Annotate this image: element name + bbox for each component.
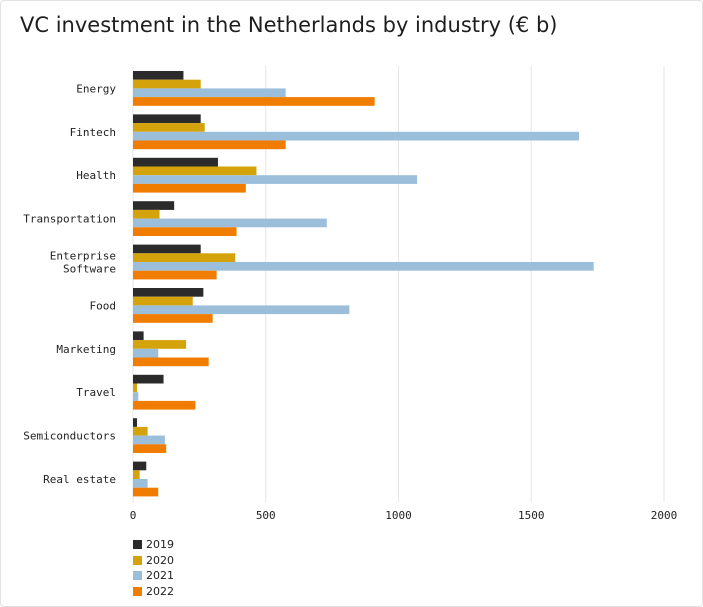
bar-2019 bbox=[133, 201, 175, 210]
bar-2019 bbox=[133, 331, 144, 341]
category-label: Enterprise Software bbox=[50, 250, 116, 276]
category-label: Marketing bbox=[56, 343, 116, 356]
bar-2019 bbox=[133, 244, 201, 254]
bar-2022 bbox=[133, 140, 286, 150]
legend-label: 2020 bbox=[146, 553, 174, 567]
bar-2020 bbox=[133, 166, 257, 176]
bar-2020 bbox=[133, 383, 137, 393]
bar-2021 bbox=[133, 175, 418, 184]
legend-label: 2021 bbox=[146, 569, 174, 583]
x-tick-labels: 0 500 1000 1500 2000 bbox=[130, 509, 678, 522]
x-tick-label: 1500 bbox=[518, 509, 545, 522]
bar-2022 bbox=[133, 97, 375, 106]
category-label: Semiconductors bbox=[23, 430, 116, 443]
bar-2019 bbox=[133, 418, 137, 427]
chart-title: VC investment in the Netherlands by indu… bbox=[20, 13, 558, 37]
bar-2019 bbox=[133, 374, 164, 384]
bar-2021 bbox=[133, 392, 139, 401]
category-label: Travel bbox=[76, 386, 116, 399]
bar-2020 bbox=[133, 123, 205, 132]
bar-2019 bbox=[133, 114, 201, 124]
x-tick-label: 1000 bbox=[385, 509, 412, 522]
x-tick-label: 0 bbox=[130, 509, 137, 522]
bar-2022 bbox=[133, 227, 237, 236]
category-label: Real estate bbox=[43, 473, 116, 486]
bar-2022 bbox=[133, 444, 167, 453]
bar-2020 bbox=[133, 209, 160, 219]
bar-2022 bbox=[133, 183, 246, 193]
bar-2021 bbox=[133, 435, 165, 445]
legend-item-2022: 2022 bbox=[133, 584, 174, 600]
category-label: Fintech bbox=[70, 126, 116, 139]
legend-swatch bbox=[133, 571, 142, 581]
legend-label: 2022 bbox=[146, 584, 174, 598]
grid-lines bbox=[132, 66, 665, 502]
category-label: Health bbox=[76, 169, 116, 182]
bar-2022 bbox=[133, 487, 159, 497]
bar-2022 bbox=[133, 400, 196, 410]
bar-2020 bbox=[133, 340, 187, 349]
bar-2021 bbox=[133, 131, 580, 141]
legend-item-2019: 2019 bbox=[133, 537, 174, 553]
legend-swatch bbox=[133, 555, 142, 565]
legend-swatch bbox=[133, 586, 142, 596]
x-tick-label: 500 bbox=[256, 509, 276, 522]
legend-swatch bbox=[133, 540, 142, 550]
bar-2022 bbox=[133, 270, 217, 280]
bar-2020 bbox=[133, 296, 193, 306]
bar-2022 bbox=[133, 314, 213, 323]
bar-2020 bbox=[133, 426, 148, 436]
bar-2019 bbox=[133, 157, 218, 167]
category-labels: Energy Fintech Health Transportation Enterpr… bbox=[23, 82, 116, 486]
bar-2020 bbox=[133, 470, 140, 479]
bar-2021 bbox=[133, 88, 286, 98]
bar-2020 bbox=[133, 79, 201, 89]
category-label: Food bbox=[90, 299, 117, 312]
legend-item-2021: 2021 bbox=[133, 568, 174, 584]
bar-2021 bbox=[133, 479, 148, 488]
category-label: Energy bbox=[76, 82, 116, 95]
category-label: Transportation bbox=[23, 213, 116, 226]
bar-2019 bbox=[133, 461, 147, 471]
legend-label: 2019 bbox=[146, 538, 174, 552]
legend-item-2020: 2020 bbox=[133, 553, 174, 569]
bars bbox=[133, 71, 594, 497]
x-tick-label: 2000 bbox=[651, 509, 678, 522]
legend: 2019 2020 2021 2022 bbox=[133, 537, 174, 599]
bar-2022 bbox=[133, 357, 209, 367]
bar-2021 bbox=[133, 305, 350, 315]
bar-2021 bbox=[133, 262, 594, 271]
bar-2021 bbox=[133, 348, 159, 358]
bar-2019 bbox=[133, 288, 204, 297]
bar-2020 bbox=[133, 253, 236, 262]
bar-2021 bbox=[133, 218, 327, 228]
bar-2019 bbox=[133, 71, 184, 80]
